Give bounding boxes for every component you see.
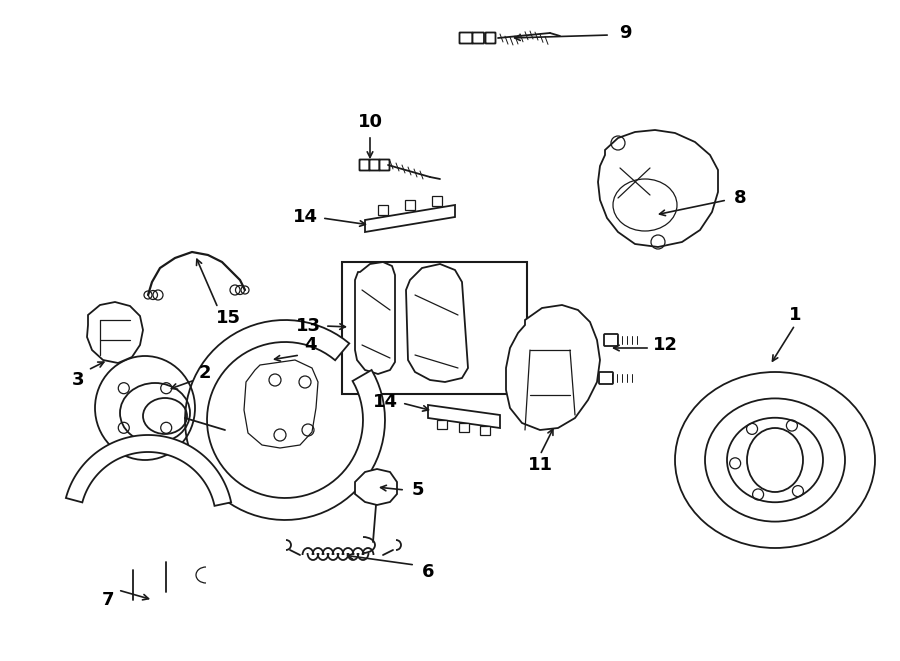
Text: 14: 14: [373, 393, 398, 411]
Text: 2: 2: [199, 364, 212, 382]
Bar: [342, 262, 527, 394]
Text: 5: 5: [412, 481, 424, 499]
Polygon shape: [66, 435, 231, 506]
Text: 15: 15: [215, 309, 240, 327]
Polygon shape: [365, 205, 455, 232]
FancyBboxPatch shape: [380, 159, 390, 171]
Polygon shape: [459, 423, 469, 432]
Text: 3: 3: [72, 371, 85, 389]
Polygon shape: [432, 196, 442, 206]
Polygon shape: [405, 200, 415, 210]
FancyBboxPatch shape: [604, 334, 618, 346]
Text: 1: 1: [788, 306, 801, 324]
Polygon shape: [506, 305, 600, 430]
FancyBboxPatch shape: [370, 159, 380, 171]
Text: 13: 13: [295, 317, 320, 335]
Text: 6: 6: [422, 563, 434, 581]
Text: 8: 8: [734, 189, 746, 207]
Polygon shape: [428, 405, 500, 428]
Polygon shape: [378, 205, 388, 215]
Polygon shape: [355, 469, 397, 505]
FancyBboxPatch shape: [472, 32, 484, 44]
Polygon shape: [244, 360, 318, 448]
Text: 7: 7: [102, 591, 114, 609]
FancyBboxPatch shape: [599, 372, 613, 384]
FancyBboxPatch shape: [485, 32, 496, 44]
Text: 14: 14: [292, 208, 318, 226]
Text: 11: 11: [527, 456, 553, 474]
Polygon shape: [480, 426, 490, 435]
Text: 4: 4: [304, 336, 316, 354]
Text: 9: 9: [619, 24, 631, 42]
FancyBboxPatch shape: [460, 32, 473, 44]
Text: 10: 10: [357, 113, 382, 131]
Polygon shape: [437, 420, 447, 429]
Polygon shape: [185, 320, 385, 520]
Polygon shape: [87, 302, 143, 363]
Polygon shape: [598, 130, 718, 247]
Polygon shape: [406, 264, 468, 382]
Text: 12: 12: [652, 336, 678, 354]
FancyBboxPatch shape: [359, 159, 370, 171]
Polygon shape: [355, 262, 395, 374]
